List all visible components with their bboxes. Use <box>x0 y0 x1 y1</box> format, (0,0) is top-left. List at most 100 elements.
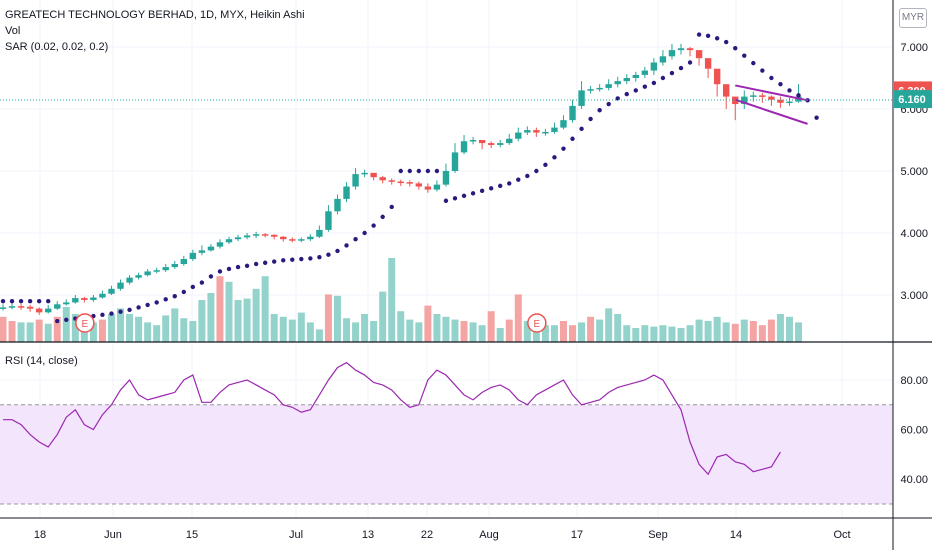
sar-dot <box>452 196 458 201</box>
candle-body <box>352 174 359 187</box>
candle <box>668 43 676 60</box>
rsi-legend[interactable]: RSI (14, close) <box>5 355 78 367</box>
rsi-band-fill <box>0 404 893 504</box>
sar-dot <box>796 93 801 98</box>
rsi-axis[interactable]: 40.00 60.00 80.00 <box>900 375 928 486</box>
candle-body <box>777 99 784 103</box>
candle-body <box>144 271 151 276</box>
currency-badge[interactable]: MYR <box>899 8 927 28</box>
candle-body <box>632 74 639 78</box>
sar-dot <box>552 155 557 160</box>
sar-dot <box>597 108 602 113</box>
sar-dot <box>760 68 765 73</box>
earnings-marker-label: E <box>82 319 89 330</box>
volume-bar <box>596 319 604 342</box>
earnings-marker[interactable] <box>75 313 95 333</box>
candle <box>659 50 667 66</box>
sar-dot <box>344 243 349 248</box>
time-axis[interactable]: 18 Jun 15 Jul 13 22 Aug 17 Sep 14 Oct <box>34 529 851 541</box>
symbol-legend[interactable]: GREATECH TECHNOLOGY BERHAD, 1D, MYX, Hei… <box>5 8 305 54</box>
volume-bar <box>677 328 685 342</box>
wedge-upper-line <box>735 84 808 102</box>
candle-body <box>533 130 540 133</box>
rsi-band <box>0 404 893 505</box>
sar-dot <box>714 36 720 41</box>
sar-dot <box>470 191 476 196</box>
sar-dot <box>335 248 340 254</box>
volume-bar <box>288 319 296 342</box>
sar-dot <box>407 168 412 174</box>
candle <box>234 234 242 242</box>
candle-body <box>126 277 133 283</box>
volume-bar <box>44 323 52 342</box>
candle <box>777 96 784 108</box>
candle-body <box>695 50 703 59</box>
last-price-tag[interactable] <box>894 90 932 109</box>
candle <box>759 92 766 103</box>
volume-bar <box>297 312 305 342</box>
candle-body <box>515 132 522 139</box>
candle <box>424 183 432 193</box>
sar-dot <box>362 230 367 236</box>
candle-body <box>180 259 187 264</box>
sar-dot <box>27 299 33 304</box>
volume-bar <box>333 295 341 342</box>
wedge-trendlines <box>734 84 808 125</box>
candle-body <box>189 252 197 260</box>
sar-dot <box>543 162 548 167</box>
earnings-marker[interactable] <box>527 313 547 333</box>
candle <box>542 128 549 136</box>
symbol-title[interactable]: GREATECH TECHNOLOGY BERHAD, 1D, MYX, Hei… <box>5 9 305 21</box>
rsi-series <box>3 361 781 476</box>
sar-dot <box>226 266 232 272</box>
vol-legend[interactable]: Vol <box>5 25 21 37</box>
candle-body <box>370 172 377 178</box>
volume-bar <box>451 319 459 342</box>
candle-body <box>641 70 649 75</box>
candle <box>81 296 88 303</box>
candle <box>578 81 585 109</box>
sar-dot <box>290 257 295 262</box>
candle <box>614 76 621 88</box>
candle-body <box>786 101 793 104</box>
candle-body <box>45 308 52 313</box>
candle-body <box>388 180 395 182</box>
candle-body <box>361 172 368 175</box>
sar-legend[interactable]: SAR (0.02, 0.02, 0.2) <box>5 41 109 53</box>
sar-dot <box>308 256 313 261</box>
candle-body <box>99 293 106 298</box>
candle <box>460 135 468 155</box>
candle-body <box>605 84 612 88</box>
candle-body <box>397 181 404 184</box>
sar-dot <box>651 80 657 86</box>
volume-bar <box>668 326 676 342</box>
candle-body <box>551 127 558 132</box>
candle-body <box>506 138 513 144</box>
sar-dot <box>705 33 711 39</box>
sar-dot <box>235 264 241 270</box>
volume-bar <box>442 316 450 342</box>
volume-bar <box>795 322 803 342</box>
candle-body <box>768 96 775 100</box>
sar-dot <box>9 299 15 304</box>
volume-bar <box>740 319 748 342</box>
sar-dot <box>0 299 6 304</box>
candle-body <box>307 236 314 240</box>
sar-dot <box>244 263 250 269</box>
candle-body <box>587 89 594 91</box>
candle <box>723 84 730 109</box>
volume-bar <box>270 314 278 342</box>
price-tick-label: 4.000 <box>900 228 928 240</box>
sar-dot <box>606 101 611 107</box>
volume-bar <box>315 329 323 342</box>
volume-bar <box>198 300 206 342</box>
candle <box>686 47 694 57</box>
sar-dot <box>317 254 322 260</box>
volume-bar <box>126 314 134 342</box>
candle <box>695 50 703 66</box>
candle-body <box>433 184 441 190</box>
volume-bar <box>569 325 577 342</box>
